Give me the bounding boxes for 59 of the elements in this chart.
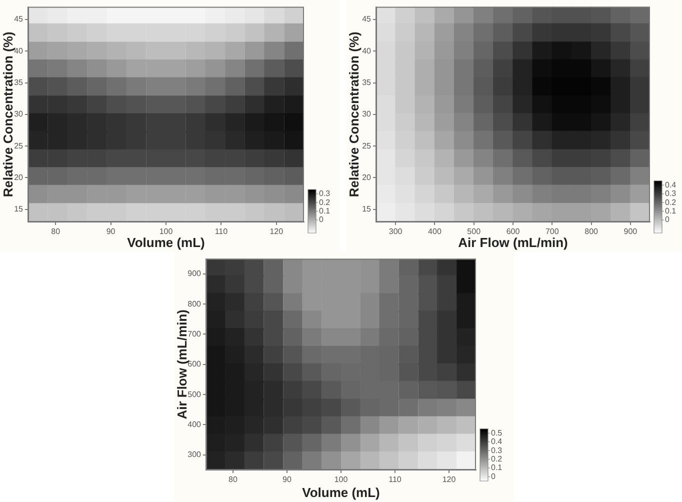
y-tick-label: 30 — [14, 110, 24, 119]
y-tick-label: 45 — [362, 14, 372, 24]
y-tick-label: 700 — [188, 329, 202, 338]
y-tick-label: 20 — [362, 172, 372, 182]
x-tick-label: 400 — [428, 227, 442, 236]
color-bar-label: 0.4 — [665, 180, 677, 190]
x-tick-label: 500 — [467, 227, 482, 236]
y-tick-label: 500 — [188, 390, 202, 399]
x-tick-label: 110 — [388, 475, 402, 484]
x-tick-label: 110 — [214, 227, 228, 236]
y-tick-label: 40 — [362, 46, 372, 56]
color-bar-label: 0.2 — [665, 198, 677, 207]
y-tick-label: 35 — [14, 78, 24, 87]
y-tick-label: 30 — [362, 110, 372, 119]
x-tick-label: 300 — [388, 227, 403, 236]
y-tick-label: 35 — [362, 78, 372, 87]
y-tick-label: 25 — [14, 141, 24, 150]
y-tick-label: 300 — [188, 450, 202, 460]
x-tick-label: 100 — [159, 227, 174, 236]
color-bar-label: 0 — [491, 472, 496, 481]
y-tick-label: 400 — [188, 420, 202, 429]
x-tick-label: 80 — [228, 475, 238, 484]
x-tick-label: 100 — [334, 475, 348, 484]
x-tick-label: 700 — [545, 227, 560, 236]
x-tick-label: 900 — [624, 227, 638, 236]
y-tick-label: 800 — [188, 299, 202, 308]
y-tick-label: 40 — [14, 46, 24, 56]
y-tick-label: 20 — [14, 172, 24, 182]
y-tick-label: 600 — [188, 360, 202, 369]
color-bar-label: 0.2 — [319, 198, 331, 207]
y-tick-label: 900 — [188, 269, 202, 278]
color-bar-label: 0.1 — [319, 206, 331, 216]
color-bar-label: 0.1 — [491, 463, 503, 472]
y-axis-title: Relative Concentration (%) — [0, 32, 16, 198]
x-axis-title: Volume (mL) — [302, 484, 380, 500]
color-bar-label: 0.5 — [491, 428, 503, 438]
x-tick-label: 90 — [282, 475, 292, 484]
x-tick-label: 600 — [506, 227, 520, 236]
y-axis-title: Air Flow (mL/min) — [174, 310, 190, 420]
color-bar-label: 0.4 — [491, 437, 503, 446]
color-bar-label: 0.3 — [665, 189, 677, 198]
y-tick-label: 15 — [362, 204, 372, 214]
color-bar-label: 0.3 — [319, 189, 331, 198]
y-tick-label: 15 — [14, 204, 24, 214]
x-tick-label: 120 — [270, 227, 284, 236]
x-tick-label: 120 — [442, 475, 456, 484]
color-bar-label: 0.3 — [491, 446, 503, 455]
color-bar-label: 0 — [665, 215, 670, 224]
color-bar-label: 0.2 — [491, 454, 503, 464]
y-axis-title: Relative Concentration (%) — [346, 32, 362, 198]
x-axis-title: Air Flow (mL/min) — [458, 234, 568, 250]
x-axis-title: Volume (mL) — [127, 234, 205, 250]
x-tick-label: 90 — [106, 227, 116, 236]
y-tick-label: 45 — [14, 14, 24, 24]
color-bar-label: 0 — [319, 215, 324, 224]
color-bar-label: 0.1 — [665, 206, 677, 216]
y-tick-label: 25 — [362, 141, 372, 150]
x-tick-label: 800 — [584, 227, 599, 236]
x-tick-label: 80 — [51, 227, 61, 236]
